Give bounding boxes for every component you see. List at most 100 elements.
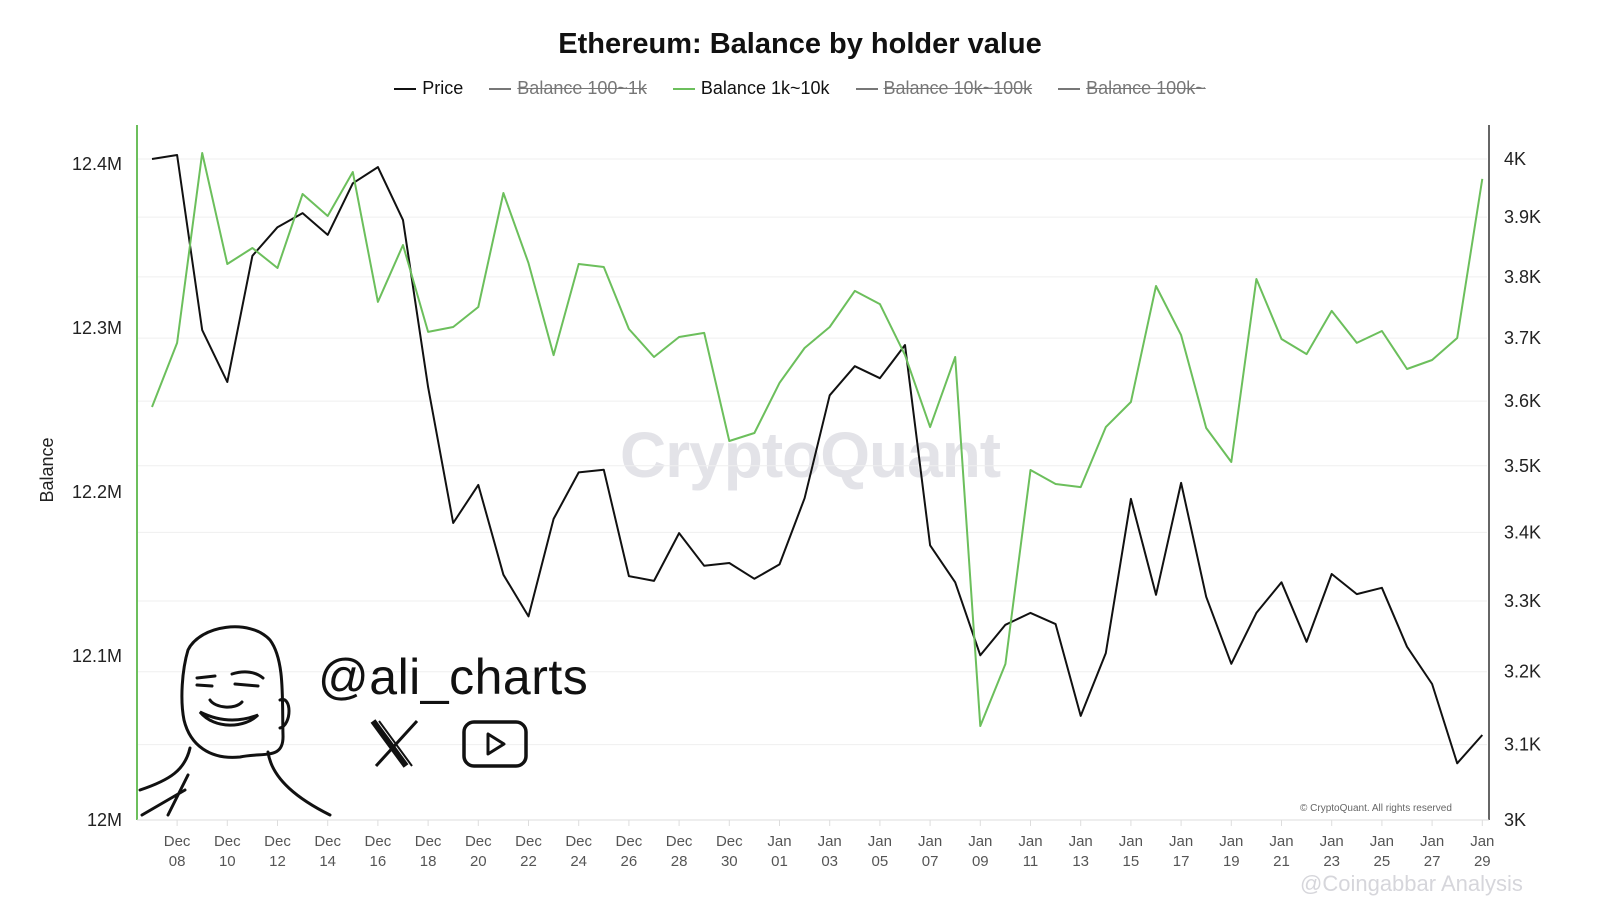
x-tick-label-day: 10 <box>219 853 236 870</box>
x-tick-label-month: Dec <box>214 833 241 850</box>
y-right-tick-label: 3.7K <box>1504 328 1541 348</box>
x-tick-label-day: 11 <box>1023 853 1039 870</box>
gridlines <box>137 158 1487 746</box>
legend-label: Balance 10k~100k <box>883 78 1033 98</box>
x-tick-label-day: 26 <box>621 853 638 870</box>
x-tick-label-month: Dec <box>264 833 291 850</box>
x-tick-label-day: 16 <box>370 853 387 870</box>
x-tick-label-month: Jan <box>818 833 842 850</box>
copyright-text: © CryptoQuant. All rights reserved <box>1300 803 1452 814</box>
legend-swatch <box>855 87 878 90</box>
x-tick-label-day: 19 <box>1223 853 1240 870</box>
x-tick-label-day: 23 <box>1323 853 1340 870</box>
x-tick-label-day: 22 <box>520 853 537 870</box>
author-handle: @ali_charts <box>318 649 589 705</box>
x-tick-label-day: 09 <box>972 853 989 870</box>
x-tick-label-month: Jan <box>1420 833 1444 850</box>
x-tick-label-day: 17 <box>1173 853 1190 870</box>
y-axis-label: Balance <box>37 437 57 502</box>
x-tick-label-month: Dec <box>716 833 743 850</box>
series-lines <box>151 152 1484 765</box>
x-tick-label-month: Jan <box>767 833 791 850</box>
source-watermark: @Coingabbar Analysis <box>1300 871 1523 896</box>
legend-label: Balance 1k~10k <box>700 78 830 98</box>
y-right-tick-label: 3.9K <box>1504 207 1541 227</box>
x-tick-label-day: 24 <box>570 853 587 870</box>
legend-swatch <box>489 87 512 90</box>
x-tick-label-day: 29 <box>1474 853 1491 870</box>
x-tick-label-day: 18 <box>420 853 437 870</box>
x-tick-label-day: 05 <box>872 853 889 870</box>
x-tick-label-month: Jan <box>1069 833 1093 850</box>
cartoon-face-icon <box>138 625 332 817</box>
x-tick-label-day: 15 <box>1123 853 1140 870</box>
series-line-balance-1k-10k <box>151 152 1484 727</box>
x-tick-label-day: 13 <box>1072 853 1089 870</box>
legend-swatch <box>1058 87 1081 90</box>
legend: Price Balance 100~1k Balance 1k~10k Bala… <box>0 78 1600 99</box>
x-tick-label-month: Dec <box>515 833 542 850</box>
y-right-tick-label: 3.2K <box>1504 662 1541 682</box>
legend-item-balance-100-1k[interactable]: Balance 100~1k <box>489 78 647 99</box>
y-left-tick-label: 12M <box>87 810 122 830</box>
x-tick-label-month: Dec <box>465 833 492 850</box>
x-tick-label-month: Jan <box>1219 833 1243 850</box>
x-tick-label-day: 20 <box>470 853 487 870</box>
youtube-icon[interactable] <box>462 720 528 768</box>
y-left-tick-label: 12.3M <box>72 318 122 338</box>
x-tick-label-month: Dec <box>666 833 693 850</box>
x-tick-label-month: Jan <box>968 833 992 850</box>
y-right-tick-label: 3.1K <box>1504 735 1541 755</box>
legend-swatch <box>394 87 417 90</box>
x-tick-label-day: 07 <box>922 853 939 870</box>
y-left-tick-label: 12.1M <box>72 646 122 666</box>
x-tick-label-day: 30 <box>721 853 738 870</box>
x-tick-label-day: 28 <box>671 853 688 870</box>
x-tick-label-month: Dec <box>616 833 643 850</box>
x-tick-label-month: Jan <box>868 833 892 850</box>
x-tick-label-month: Dec <box>415 833 442 850</box>
legend-item-balance-100k[interactable]: Balance 100k~ <box>1058 78 1206 99</box>
legend-item-balance-1k-10k[interactable]: Balance 1k~10k <box>672 78 830 99</box>
legend-label: Price <box>422 78 464 98</box>
x-tick-label-day: 12 <box>269 853 286 870</box>
x-tick-label-day: 01 <box>771 853 788 870</box>
legend-label: Balance 100~1k <box>517 78 647 98</box>
y-left-tick-label: 12.2M <box>72 482 122 502</box>
x-tick-label-month: Dec <box>365 833 392 850</box>
legend-item-price[interactable]: Price <box>394 78 463 99</box>
axes <box>136 125 1490 826</box>
x-tick-label-month: Jan <box>1119 833 1143 850</box>
y-right-tick-label: 3.5K <box>1504 456 1541 476</box>
chart-title: Ethereum: Balance by holder value <box>558 28 1042 60</box>
x-tick-label-day: 08 <box>169 853 186 870</box>
y-right-tick-label: 3.4K <box>1504 522 1541 542</box>
x-tick-label-day: 03 <box>821 853 838 870</box>
y-right-tick-label: 4K <box>1504 149 1526 169</box>
x-tick-label-month: Jan <box>1018 833 1042 850</box>
y-right-tick-label: 3.8K <box>1504 267 1541 287</box>
x-tick-label-day: 25 <box>1374 853 1391 870</box>
x-tick-label-day: 27 <box>1424 853 1441 870</box>
x-tick-label-day: 14 <box>319 853 336 870</box>
x-tick-label-month: Jan <box>918 833 942 850</box>
tick-labels: 3K 3.1K 3.2K 3.3K 3.4K 3.5K 3.6K 3.7K 3.8K 3.9K 4K… <box>72 149 1541 870</box>
y-right-tick-label: 3.6K <box>1504 391 1541 411</box>
x-tick-label-month: Jan <box>1370 833 1394 850</box>
x-tick-label-month: Dec <box>314 833 341 850</box>
series-line-price <box>151 154 1484 765</box>
x-tick-label-month: Dec <box>164 833 191 850</box>
legend-swatch <box>672 87 695 90</box>
legend-item-balance-10k-100k[interactable]: Balance 10k~100k <box>855 78 1033 99</box>
x-tick-label-month: Jan <box>1320 833 1344 850</box>
cryptoquant-watermark: CryptoQuant <box>620 419 1001 491</box>
x-tick-label-month: Jan <box>1269 833 1293 850</box>
y-left-tick-label: 12.4M <box>72 154 122 174</box>
x-tick-label-month: Dec <box>565 833 592 850</box>
x-logo-icon[interactable] <box>370 719 419 768</box>
legend-label: Balance 100k~ <box>1086 78 1206 98</box>
x-tick-label-day: 21 <box>1273 853 1290 870</box>
x-tick-label-month: Jan <box>1169 833 1193 850</box>
y-right-tick-label: 3.3K <box>1504 591 1541 611</box>
